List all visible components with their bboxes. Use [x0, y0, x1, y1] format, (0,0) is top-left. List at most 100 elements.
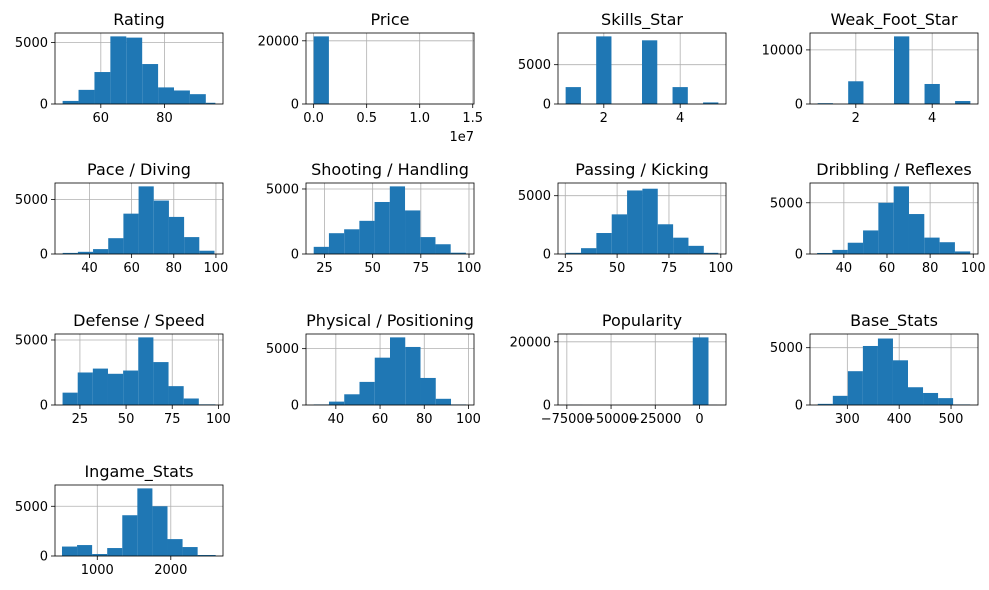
- histogram-bar: [692, 337, 709, 405]
- histogram-bar: [344, 229, 360, 254]
- histogram-bar: [94, 72, 111, 104]
- histogram-bar: [817, 252, 833, 254]
- x-tick-label: 0.0: [303, 111, 324, 126]
- histogram-bar: [123, 370, 139, 405]
- histogram-bar: [878, 202, 894, 254]
- y-tick-label: 0: [543, 248, 551, 263]
- subplot-9: 40 60 80 100 0 5000 Physical / Positioning: [266, 311, 481, 427]
- y-tick-label: 0: [291, 98, 299, 113]
- subplot-title: Dribbling / Reflexes: [816, 160, 971, 179]
- axes-frame: [809, 32, 979, 105]
- histogram-bar: [611, 214, 628, 254]
- histogram-bar: [657, 224, 674, 254]
- axes-frame: [54, 32, 224, 105]
- histogram-bar: [596, 233, 612, 254]
- x-tick-label: 75: [661, 261, 678, 276]
- histogram-bar: [450, 252, 466, 254]
- histogram-bar: [359, 381, 375, 405]
- axes-frame: [54, 484, 224, 557]
- histogram-bar: [390, 337, 406, 405]
- histogram-bar: [405, 346, 421, 405]
- x-tick-label: −25000: [629, 412, 681, 427]
- y-tick-label: 5000: [15, 333, 48, 348]
- histogram-bar: [174, 90, 190, 104]
- histogram-bar: [435, 244, 451, 254]
- x-tick-label: 40: [836, 261, 853, 276]
- histogram-bar: [642, 188, 658, 254]
- subplot-title: Skills_Star: [601, 10, 683, 30]
- histogram-bar: [908, 214, 925, 254]
- x-offset-label: 1e7: [449, 130, 474, 145]
- histogram-bar: [184, 237, 200, 254]
- histogram-bar: [92, 554, 108, 556]
- histogram-bar: [62, 392, 78, 405]
- histogram-bar: [122, 515, 138, 556]
- histogram-bar: [688, 245, 704, 254]
- histogram-bar: [405, 210, 421, 254]
- y-tick-label: 0: [543, 98, 551, 113]
- histogram-bar: [153, 200, 169, 254]
- histogram-bar: [892, 360, 908, 405]
- x-tick-label: 2: [600, 111, 608, 126]
- subplot-title: Popularity: [602, 311, 682, 330]
- x-tick-label: 1.0: [409, 111, 430, 126]
- subplot-title: Base_Stats: [850, 311, 938, 331]
- x-tick-label: 400: [887, 412, 912, 427]
- subplot-4: 40 60 80 100 0 5000 Pace / Diving: [15, 160, 228, 276]
- histogram-bar: [77, 251, 94, 254]
- histogram-bar: [153, 362, 169, 405]
- y-tick-label: 5000: [15, 193, 48, 208]
- axes-frame: [305, 32, 475, 105]
- histogram-bar: [359, 220, 375, 254]
- histogram-bar: [126, 37, 143, 104]
- subplot-title: Rating: [113, 10, 165, 29]
- subplot-title: Passing / Kicking: [575, 160, 708, 179]
- y-tick-label: 10000: [762, 43, 803, 58]
- y-tick-label: 0: [40, 98, 48, 113]
- subplot-2: 2 4 0 5000 Skills_Star: [518, 10, 727, 126]
- y-tick-label: 5000: [770, 341, 803, 356]
- x-tick-label: 2: [852, 111, 860, 126]
- y-tick-label: 5000: [266, 182, 299, 197]
- x-tick-label: 60: [123, 261, 140, 276]
- histogram-bar: [107, 548, 123, 556]
- y-tick-label: 5000: [518, 58, 551, 73]
- axes-frame: [557, 32, 727, 105]
- x-tick-label: 100: [206, 412, 231, 427]
- histogram-bar: [138, 186, 154, 254]
- histogram-bar: [328, 401, 345, 405]
- x-tick-label: 2000: [154, 563, 187, 578]
- histogram-bar: [420, 237, 436, 254]
- histogram-bar: [596, 36, 612, 104]
- y-tick-label: 0: [291, 399, 299, 414]
- x-tick-label: 80: [156, 111, 173, 126]
- histogram-bar: [168, 216, 185, 254]
- x-tick-label: 4: [928, 111, 936, 126]
- y-tick-label: 5000: [15, 500, 48, 515]
- x-tick-label: −75000: [541, 412, 593, 427]
- histogram-bar: [168, 386, 184, 405]
- subplot-title: Defense / Speed: [73, 311, 205, 330]
- histogram-bar: [817, 103, 833, 104]
- x-tick-label: 60: [879, 261, 896, 276]
- histogram-bar: [328, 233, 345, 254]
- x-tick-label: 25: [72, 412, 89, 427]
- x-tick-label: 4: [676, 111, 684, 126]
- x-tick-label: 80: [922, 261, 939, 276]
- y-tick-label: 0: [40, 399, 48, 414]
- histogram-bar: [78, 89, 95, 104]
- x-tick-label: 100: [457, 261, 482, 276]
- histogram-bar: [183, 398, 199, 405]
- histogram-bar: [894, 36, 910, 104]
- histogram-bar: [167, 539, 183, 556]
- histogram-bar: [627, 190, 643, 254]
- histogram-bar: [673, 237, 689, 254]
- axes-frame: [809, 333, 979, 406]
- histogram-bar: [703, 102, 719, 104]
- histogram-bar: [389, 186, 406, 254]
- subplot-title: Pace / Diving: [87, 160, 191, 179]
- y-tick-label: 0: [795, 248, 803, 263]
- histogram-bar: [847, 371, 863, 405]
